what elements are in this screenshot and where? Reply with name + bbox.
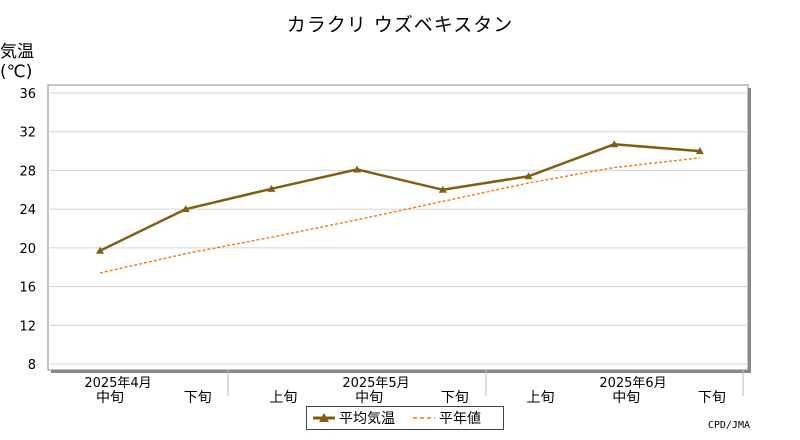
x-tick-label: 下旬 [441, 390, 469, 406]
legend: 平均気温 平年値 [306, 406, 504, 430]
credit-text: CPD/JMA [707, 420, 750, 431]
data-point-average [610, 140, 619, 148]
data-point-average [438, 185, 447, 193]
y-tick-label: 24 [19, 203, 36, 218]
x-tick-label: 下旬 [184, 390, 212, 406]
plot-area [47, 84, 749, 371]
y-tick-label: 16 [19, 281, 36, 296]
y-tick-label: 36 [19, 87, 36, 102]
series-line-average [99, 143, 700, 252]
x-tick-label: 中旬 [96, 390, 124, 406]
y-tick-label: 32 [19, 126, 36, 141]
x-tick-label: 上旬 [527, 390, 555, 406]
x-tick-label: 上旬 [269, 390, 297, 406]
x-tick-label: 中旬 [612, 390, 640, 406]
y-axis-label-name: 気温 [0, 42, 34, 62]
x-tick-label: 下旬 [698, 390, 726, 406]
chart-title: カラクリ ウズベキスタン [286, 14, 514, 36]
data-point-average [353, 165, 362, 173]
y-tick-label: 28 [19, 164, 36, 179]
month-label: 2025年4月 [84, 376, 151, 391]
legend-swatch-normal [413, 417, 435, 419]
data-point-average [267, 184, 276, 192]
y-axis-label-unit: (℃) [0, 62, 33, 82]
legend-label-average: 平均気温 [339, 411, 395, 427]
y-tick-label: 8 [28, 358, 36, 373]
y-tick-label: 20 [19, 242, 36, 257]
x-tick-label: 中旬 [355, 390, 383, 406]
legend-item-average: 平均気温 [313, 408, 395, 428]
month-label: 2025年5月 [342, 376, 409, 391]
y-axis-label: 気温 (℃) [0, 42, 34, 82]
data-point-average [96, 246, 104, 254]
month-label: 2025年6月 [599, 376, 666, 391]
data-point-average [524, 172, 533, 180]
data-point-average [181, 205, 190, 213]
data-point-average [695, 147, 704, 155]
legend-label-normal: 平年値 [439, 411, 481, 427]
series-line-normal [99, 157, 700, 274]
y-tick-label: 12 [19, 319, 36, 334]
legend-swatch-average [313, 413, 335, 422]
legend-item-normal: 平年値 [413, 408, 481, 428]
